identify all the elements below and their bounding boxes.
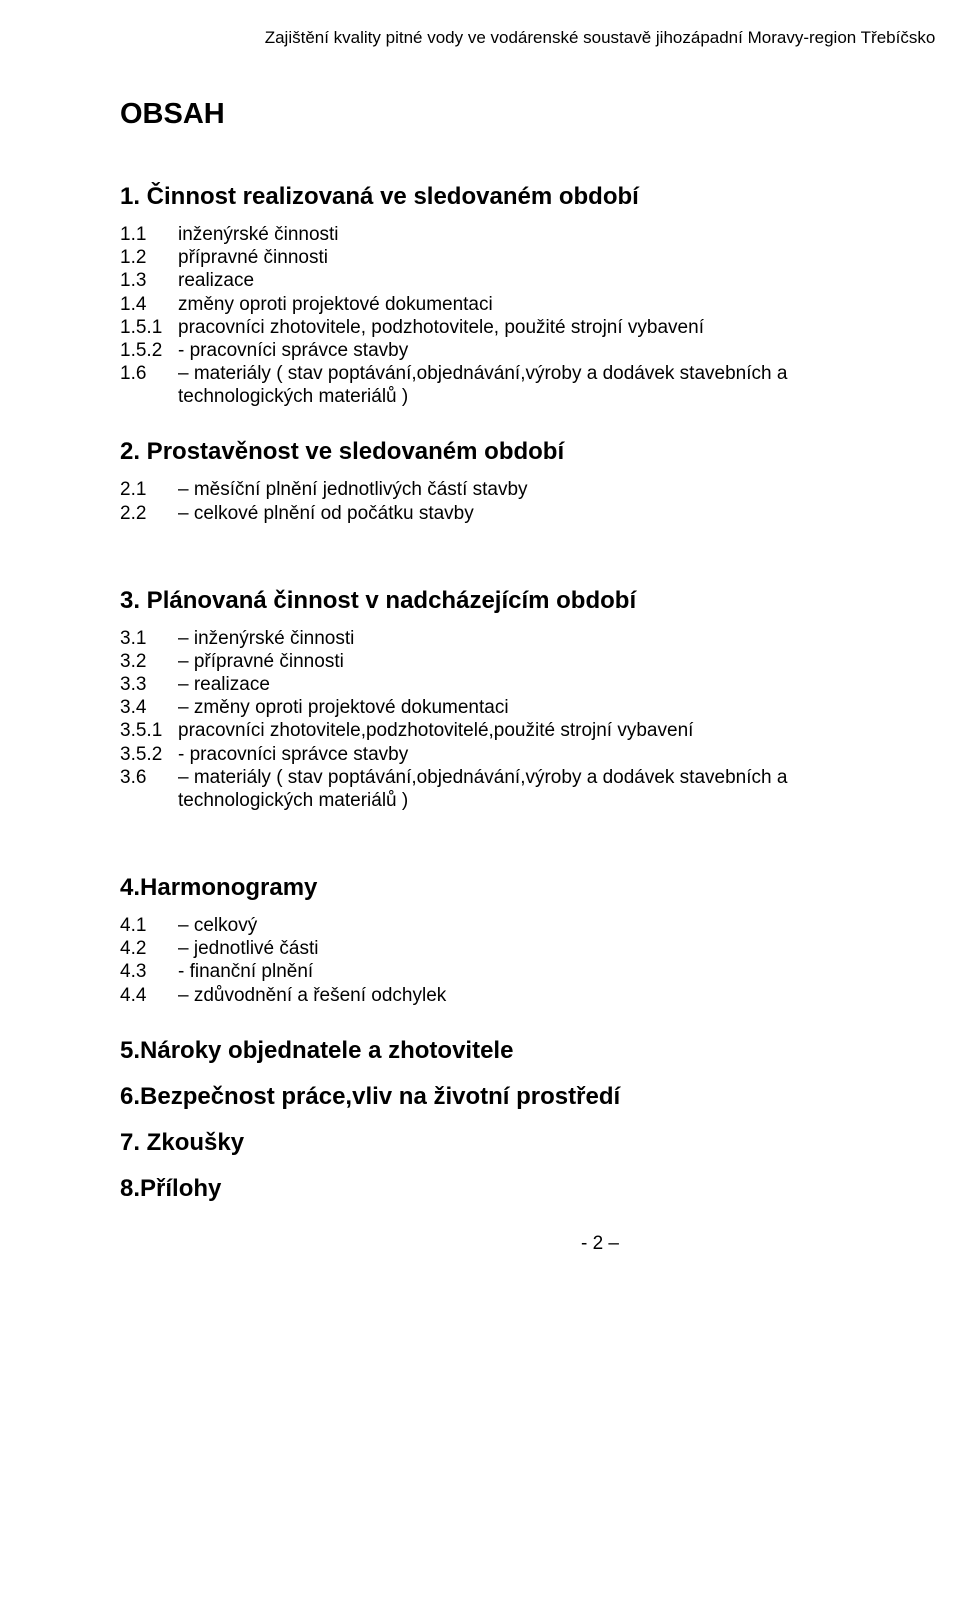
toc-item-num: 1.5.2 [120,339,178,362]
toc-item-text: realizace [178,269,960,292]
toc-item-num: 1.3 [120,269,178,292]
toc-item-num: 4.3 [120,960,178,983]
toc-item: 1.3realizace [120,269,960,292]
toc-item-num: 3.4 [120,696,178,719]
toc-item: 3.4– změny oproti projektové dokumentaci [120,696,960,719]
toc-section-2-items: 2.1– měsíční plnění jednotlivých částí s… [120,478,960,524]
toc-item: 4.1– celkový [120,914,960,937]
toc-item-text: přípravné činnosti [178,246,960,269]
toc-item-num: 3.6 [120,766,178,789]
toc-item-text: – přípravné činnosti [178,650,960,673]
toc-item-text: – inženýrské činnosti [178,627,960,650]
toc-item-num: 1.1 [120,223,178,246]
toc-item-text: – realizace [178,673,960,696]
toc-section-5: 5.Nároky objednatele a zhotovitele 31-32 [120,1037,960,1065]
toc-item: 3.5.2- pracovníci správce stavby [120,743,960,766]
toc-item-text: – celkový [178,914,960,937]
toc-item: 3.6– materiály ( stav poptávání,objednáv… [120,766,960,789]
toc-item-text: pracovníci zhotovitele,podzhotovitelé,po… [178,719,960,742]
toc-section-title: 4.Harmonogramy [120,874,960,902]
toc-item-text: – zdůvodnění a řešení odchylek [178,984,960,1007]
toc-item-text: inženýrské činnosti [178,223,960,246]
toc-item: 4.4– zdůvodnění a řešení odchylek [120,984,960,1007]
toc-item: 2.2– celkové plnění od počátku stavby [120,502,960,525]
toc-item-num: 1.2 [120,246,178,269]
toc-item-num: 3.3 [120,673,178,696]
toc-section-title: 1. Činnost realizovaná ve sledovaném obd… [120,183,960,211]
toc-item: 1.5.2- pracovníci správce stavby [120,339,960,362]
toc-item: 1.1inženýrské činnosti [120,223,960,246]
toc-section-6: 6.Bezpečnost práce,vliv na životní prost… [120,1083,960,1111]
toc-item: 4.2– jednotlivé části [120,937,960,960]
toc-item-num: 1.4 [120,293,178,316]
toc-section-title: 2. Prostavěnost ve sledovaném období [120,438,960,466]
toc-item: 3.5.1pracovníci zhotovitele,podzhotovite… [120,719,960,742]
toc-section-2: 2. Prostavěnost ve sledovaném období 17-… [120,438,960,466]
toc-section-4-items: 4.1– celkový 4.2– jednotlivé části 4.3 -… [120,914,960,1007]
toc-section-title: 8.Přílohy [120,1175,960,1203]
toc-item-num: 4.1 [120,914,178,937]
toc-item: 3.2– přípravné činnosti [120,650,960,673]
toc-section-3-items: 3.1– inženýrské činnosti 3.2– přípravné … [120,627,960,812]
toc-item-num: 3.5.1 [120,719,178,742]
toc-item-continuation: technologických materiálů ) [120,385,960,408]
toc-item-text: - pracovníci správce stavby [178,339,960,362]
toc-item: 3.3– realizace [120,673,960,696]
toc-item-num: 4.4 [120,984,178,1007]
toc-item-num: 3.1 [120,627,178,650]
toc-item-text: – materiály ( stav poptávání,objednávání… [178,766,960,789]
toc-item-text: – materiály ( stav poptávání,objednávání… [178,362,960,385]
document-header: Zajištění kvality pitné vody ve vodárens… [120,28,960,48]
toc-item-text: změny oproti projektové dokumentaci [178,293,960,316]
page-title: OBSAH [120,98,960,131]
toc-item-num: 1.6 [120,362,178,385]
toc-item-num: 3.5.2 [120,743,178,766]
toc-section-8: 8.Přílohy 33-42 [120,1175,960,1203]
toc-item: 1.2přípravné činnosti [120,246,960,269]
toc-section-title: 6.Bezpečnost práce,vliv na životní prost… [120,1083,960,1111]
page-number-footer: - 2 – [120,1233,960,1255]
toc-section-1: 1. Činnost realizovaná ve sledovaném obd… [120,183,960,211]
toc-section-1-items: 1.1inženýrské činnosti 1.2přípravné činn… [120,223,960,408]
toc-item-continuation: technologických materiálů ) [120,789,960,812]
toc-item-num: 1.5.1 [120,316,178,339]
toc-item-num: 2.2 [120,502,178,525]
toc-item: 1.4změny oproti projektové dokumentaci [120,293,960,316]
toc-section-title: 5.Nároky objednatele a zhotovitele [120,1037,960,1065]
toc-item-text: pracovníci zhotovitele, podzhotovitele, … [178,316,960,339]
toc-section-title: 7. Zkoušky [120,1129,960,1157]
toc-item-num: 4.2 [120,937,178,960]
toc-item-text: – celkové plnění od počátku stavby [178,502,960,525]
toc-item-text: – jednotlivé části [178,937,960,960]
toc-item: 2.1– měsíční plnění jednotlivých částí s… [120,478,960,501]
toc-item: 3.1– inženýrské činnosti [120,627,960,650]
toc-item-text: - finanční plnění [178,960,960,983]
toc-item-text: – měsíční plnění jednotlivých částí stav… [178,478,960,501]
toc-item-num: 2.1 [120,478,178,501]
toc-item: 1.6– materiály ( stav poptávání,objednáv… [120,362,960,385]
toc-item-num: 3.2 [120,650,178,673]
toc-item: 4.3 - finanční plnění [120,960,960,983]
toc-section-7: 7. Zkoušky 33 [120,1129,960,1157]
toc-section-title: 3. Plánovaná činnost v nadcházejícím obd… [120,587,960,615]
toc-item: 1.5.1pracovníci zhotovitele, podzhotovit… [120,316,960,339]
toc-section-3: 3. Plánovaná činnost v nadcházejícím obd… [120,587,960,615]
toc-section-4: 4.Harmonogramy 29-31 [120,874,960,902]
toc-item-text: - pracovníci správce stavby [178,743,960,766]
toc-item-text: – změny oproti projektové dokumentaci [178,696,960,719]
